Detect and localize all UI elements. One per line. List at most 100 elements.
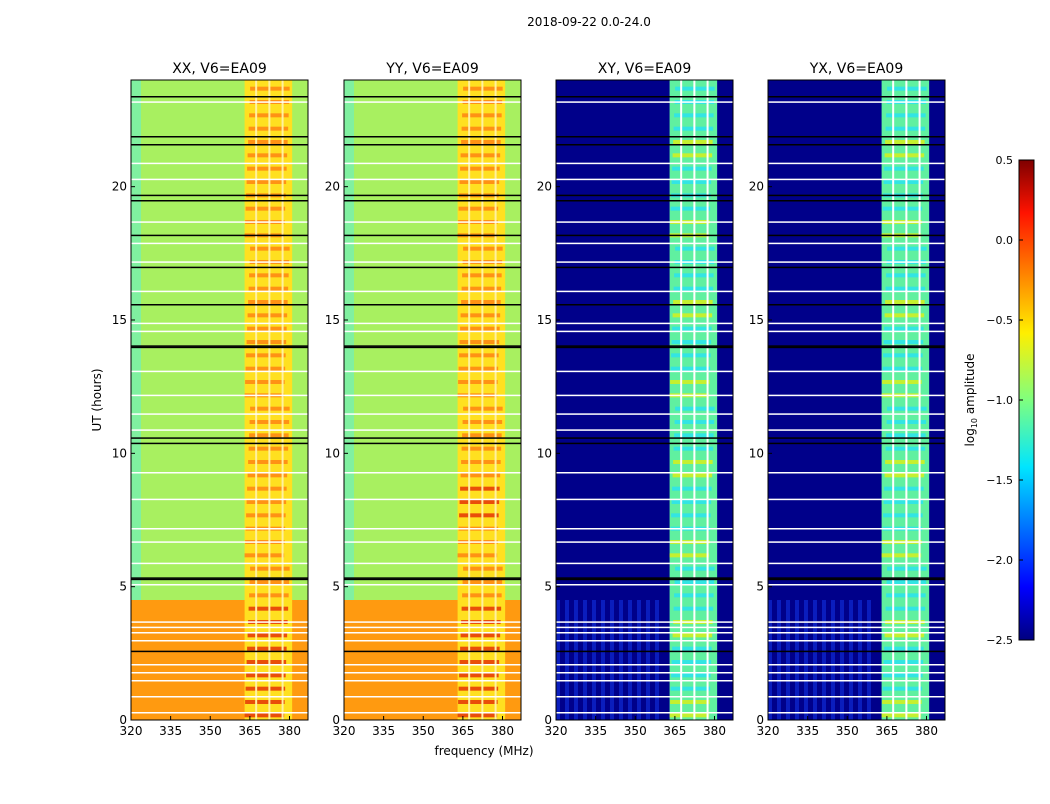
- band-gap-line: [693, 80, 696, 720]
- flagged-row-black: [556, 578, 733, 581]
- heatmap-band-cell: [460, 486, 500, 491]
- flagged-row-white: [556, 621, 733, 623]
- x-tick-label: 380: [915, 724, 938, 738]
- flagged-row-white: [131, 162, 308, 165]
- heatmap-streak: [804, 600, 808, 720]
- heatmap-band-cell: [883, 500, 924, 504]
- heatmap-band-cell: [884, 153, 925, 158]
- colorbar-tick-label: −2.0: [986, 554, 1013, 567]
- heatmap-band-cell: [670, 700, 710, 704]
- band-gap-line: [706, 80, 709, 720]
- flagged-row-black: [768, 96, 945, 98]
- flagged-row-black: [556, 96, 733, 98]
- heatmap-band-cell: [458, 366, 499, 371]
- flagged-row-white: [556, 680, 733, 682]
- y-tick-label: 5: [756, 580, 764, 594]
- heatmap-streak: [786, 600, 790, 720]
- heatmap-band-cell: [673, 140, 713, 144]
- flagged-row-white: [131, 322, 308, 325]
- flagged-row-white: [131, 696, 308, 698]
- flagged-row-white: [768, 696, 945, 698]
- y-tick-label: 0: [119, 713, 127, 727]
- heatmap-band-cell: [882, 366, 923, 371]
- heatmap-streak: [655, 600, 659, 720]
- heatmap-band-cell: [672, 646, 712, 651]
- flagged-row-black: [556, 194, 733, 197]
- flagged-row-black: [131, 577, 308, 579]
- heatmap-streak: [619, 600, 623, 720]
- heatmap-band-cell: [246, 500, 287, 504]
- flagged-row-white: [556, 528, 733, 530]
- heatmap-band-cell: [460, 646, 500, 651]
- colorbar-tick-label: 0.5: [996, 154, 1014, 167]
- flagged-row-black: [556, 346, 733, 349]
- flagged-row-white: [344, 429, 521, 431]
- flagged-row-white: [768, 261, 945, 263]
- heatmap-streak: [601, 600, 605, 720]
- heatmap-streak: [610, 600, 614, 720]
- heatmap-band-cell: [247, 633, 288, 638]
- heatmap-band-cell: [884, 313, 925, 318]
- flagged-row-black: [556, 442, 733, 445]
- flagged-row-white: [556, 472, 733, 474]
- x-tick-label: 335: [584, 724, 607, 738]
- flagged-row-white: [131, 712, 308, 714]
- flagged-row-white: [344, 413, 521, 415]
- flagged-row-white: [344, 584, 521, 586]
- flagged-row-white: [556, 221, 733, 223]
- flagged-row-white: [344, 242, 521, 245]
- flagged-row-black: [556, 266, 733, 269]
- heatmap-band-cell: [459, 673, 499, 678]
- heatmap-band-cell: [884, 166, 924, 171]
- axes-frame: [555, 79, 734, 721]
- flagged-row-white: [131, 626, 308, 629]
- heatmap-band-cell: [248, 300, 288, 304]
- flagged-row-white: [556, 394, 733, 397]
- x-tick-label: 335: [159, 724, 182, 738]
- heatmap-band-cell: [883, 513, 923, 518]
- heatmap-band-cell: [245, 206, 286, 211]
- y-tick-label: 10: [112, 446, 127, 460]
- flagged-row-white: [131, 178, 308, 181]
- flagged-row-white: [768, 221, 945, 223]
- heatmap-edge: [344, 80, 354, 600]
- heatmap-band-cell: [459, 180, 500, 184]
- heatmap-band-cell: [883, 660, 924, 664]
- colorbar-tick-label: 0.0: [996, 234, 1014, 247]
- heatmap-streak: [831, 600, 835, 720]
- panel-yy: YY, V6=EA09 320 335 350 365 380 0 5 10 15 20: [325, 61, 522, 738]
- band-gap-line: [680, 80, 683, 720]
- flagged-row-white: [556, 370, 733, 373]
- heatmap-band-cell: [458, 380, 498, 384]
- heatmap-streak: [858, 600, 862, 720]
- flagged-row-white: [768, 584, 945, 586]
- flagged-row-white: [768, 370, 945, 373]
- heatmap-band-cell: [459, 513, 499, 518]
- heatmap-band-cell: [673, 300, 713, 304]
- flagged-row-white: [768, 178, 945, 181]
- band-gap-line: [281, 80, 284, 720]
- heatmap-band-cell: [671, 673, 711, 678]
- colorbar-tick-label: −1.5: [986, 474, 1013, 487]
- heatmap-edge: [131, 80, 141, 600]
- heatmap-band-cell: [246, 353, 286, 358]
- heatmap-band-cell: [670, 206, 711, 211]
- flagged-row-black: [344, 136, 521, 138]
- x-axis-label: frequency (MHz): [434, 744, 533, 758]
- flagged-row-black: [131, 234, 308, 237]
- flagged-row-black: [556, 650, 733, 653]
- x-tick-label: 350: [836, 724, 859, 738]
- y-tick-label: 5: [544, 580, 552, 594]
- flagged-row-black: [556, 345, 733, 347]
- axes-frame: [343, 79, 522, 721]
- flagged-row-black: [131, 346, 308, 349]
- y-tick-label: 5: [332, 580, 340, 594]
- y-tick-label: 15: [325, 313, 340, 327]
- flagged-row-black: [131, 442, 308, 445]
- flagged-row-black: [344, 578, 521, 581]
- heatmap-band-cell: [461, 300, 501, 304]
- y-tick-label: 15: [112, 313, 127, 327]
- flagged-row-white: [131, 640, 308, 642]
